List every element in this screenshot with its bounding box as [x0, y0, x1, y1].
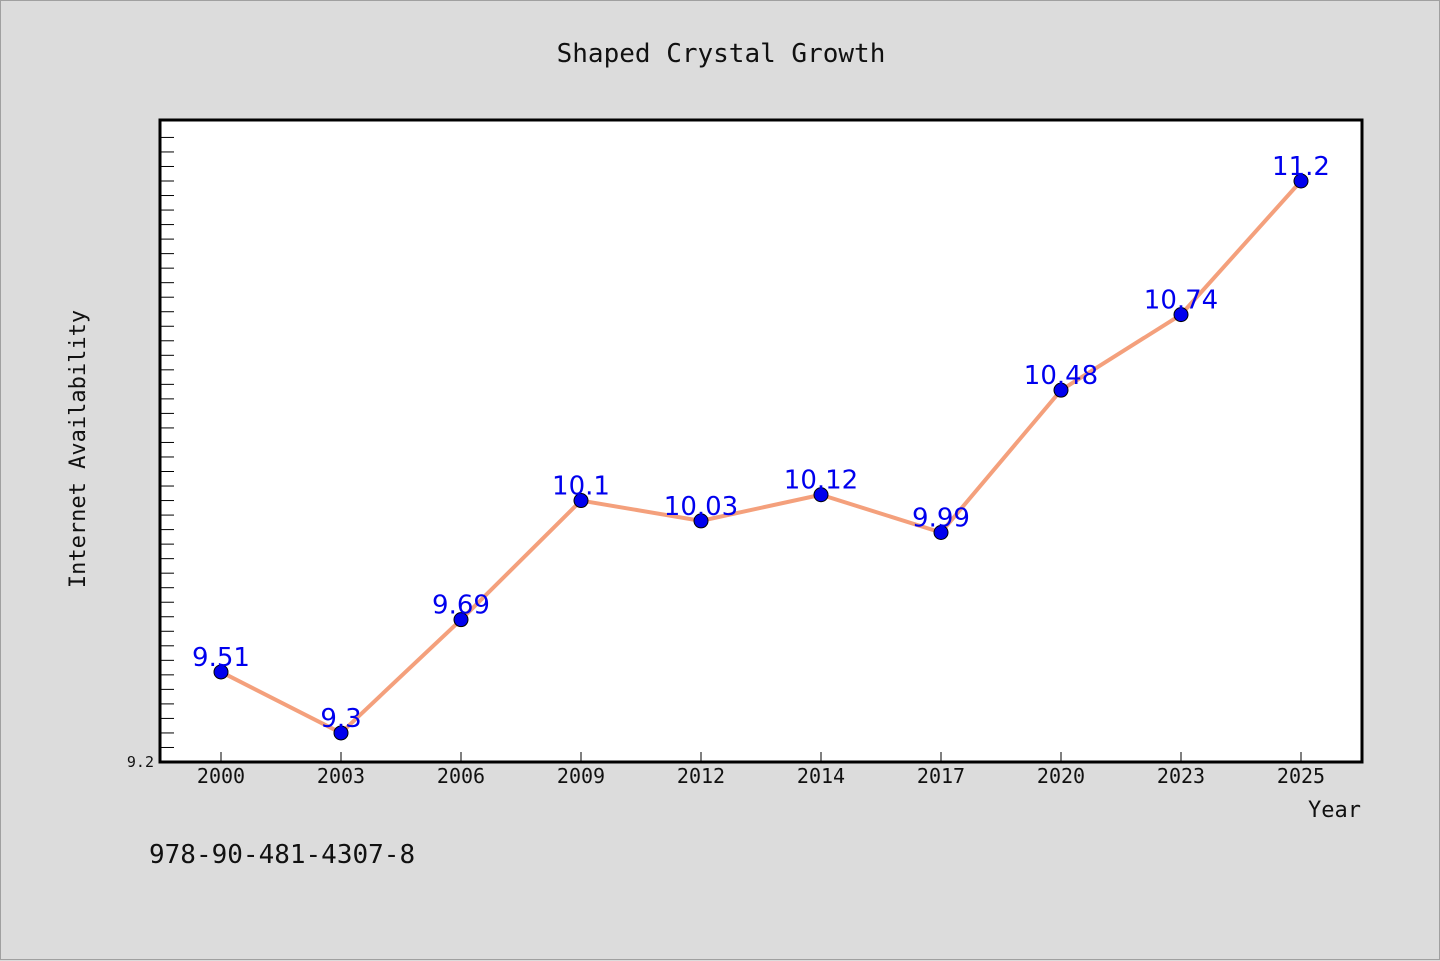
- y-axis-min-label: 9.2: [127, 753, 154, 771]
- x-tick-label: 2023: [1157, 764, 1205, 788]
- x-axis-tick-labels: 2000 2003 2006 2009 2012 2014 2017 2020 2023 2025: [197, 764, 1325, 788]
- x-tick-label: 2020: [1037, 764, 1085, 788]
- data-point: [1293, 173, 1309, 189]
- data-label: 10.12: [784, 466, 858, 496]
- y-axis-ticks: [161, 136, 174, 748]
- x-tick-label: 2025: [1277, 764, 1325, 788]
- x-tick-label: 2012: [677, 764, 725, 788]
- data-label: 9.69: [432, 591, 490, 621]
- data-point: [693, 513, 709, 529]
- data-label: 9.3: [320, 704, 361, 734]
- x-tick-label: 2014: [797, 764, 845, 788]
- plot-area: [158, 118, 1364, 764]
- x-tick-label: 2006: [437, 764, 485, 788]
- data-markers: [213, 173, 1309, 741]
- data-label: 10.74: [1144, 286, 1218, 316]
- data-label: 10.1: [552, 472, 610, 502]
- data-label: 10.03: [664, 492, 738, 522]
- data-label: 9.99: [912, 504, 970, 534]
- x-tick-label: 2000: [197, 764, 245, 788]
- data-point: [333, 725, 349, 741]
- data-point: [213, 664, 229, 680]
- data-label: 11.2: [1272, 152, 1330, 182]
- series-line: [220, 179, 1303, 735]
- data-label: 9.51: [192, 643, 250, 673]
- x-tick-label: 2017: [917, 764, 965, 788]
- x-axis-ticks: [220, 752, 1302, 761]
- data-point: [573, 493, 589, 509]
- x-axis-label: Year: [1308, 798, 1361, 823]
- data-point: [453, 612, 469, 628]
- data-point: [813, 487, 829, 503]
- data-label: 10.48: [1024, 361, 1098, 391]
- data-point: [933, 525, 949, 541]
- data-point: [1053, 382, 1069, 398]
- y-axis-label: Internet Availability: [66, 310, 91, 588]
- isbn-text: 978-90-481-4307-8: [149, 840, 415, 870]
- x-tick-label: 2009: [557, 764, 605, 788]
- data-point: [1173, 307, 1189, 323]
- x-tick-label: 2003: [317, 764, 365, 788]
- data-labels: 9.51 9.3 9.69 10.1 10.03 10.12 9.99 10.48 10.74 1…: [192, 152, 1330, 734]
- chart-title: Shaped Crystal Growth: [557, 39, 886, 69]
